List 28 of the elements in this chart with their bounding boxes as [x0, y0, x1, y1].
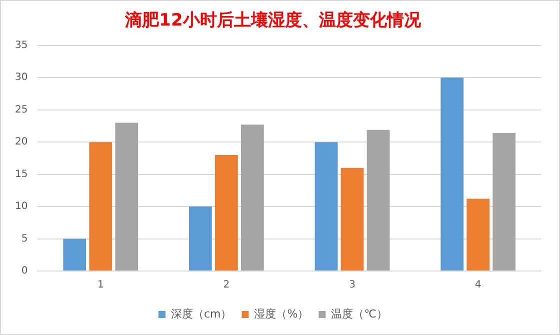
x-tick-label: 1 [97, 280, 104, 291]
bar [63, 238, 86, 270]
bar [189, 206, 212, 270]
bar [340, 168, 364, 270]
bar [492, 133, 516, 270]
bar [115, 122, 138, 270]
legend-label: 温度（℃） [331, 307, 388, 320]
legend-label: 湿度（%） [254, 307, 309, 320]
bar [314, 142, 338, 270]
bar [366, 130, 390, 270]
y-tick-label: 30 [14, 72, 28, 84]
y-tick-label: 10 [14, 201, 28, 212]
y-tick-label: 5 [21, 233, 28, 244]
y-tick-label: 25 [14, 104, 28, 116]
y-tick-label: 35 [14, 40, 28, 51]
bar [440, 78, 464, 270]
bar [466, 198, 490, 270]
y-tick-label: 20 [14, 136, 28, 148]
x-tick-label: 2 [223, 280, 230, 291]
bar [89, 142, 112, 270]
x-tick-label: 4 [474, 280, 482, 291]
chart-title: 滴肥12小时后土壤湿度、温度变化情况 [124, 10, 422, 31]
bar [215, 154, 238, 270]
y-tick-label: 15 [14, 168, 28, 180]
x-tick-label: 3 [349, 280, 356, 291]
legend-label: 深度（cm） [170, 307, 232, 320]
bar [241, 124, 264, 270]
y-tick-label: 0 [21, 266, 28, 277]
